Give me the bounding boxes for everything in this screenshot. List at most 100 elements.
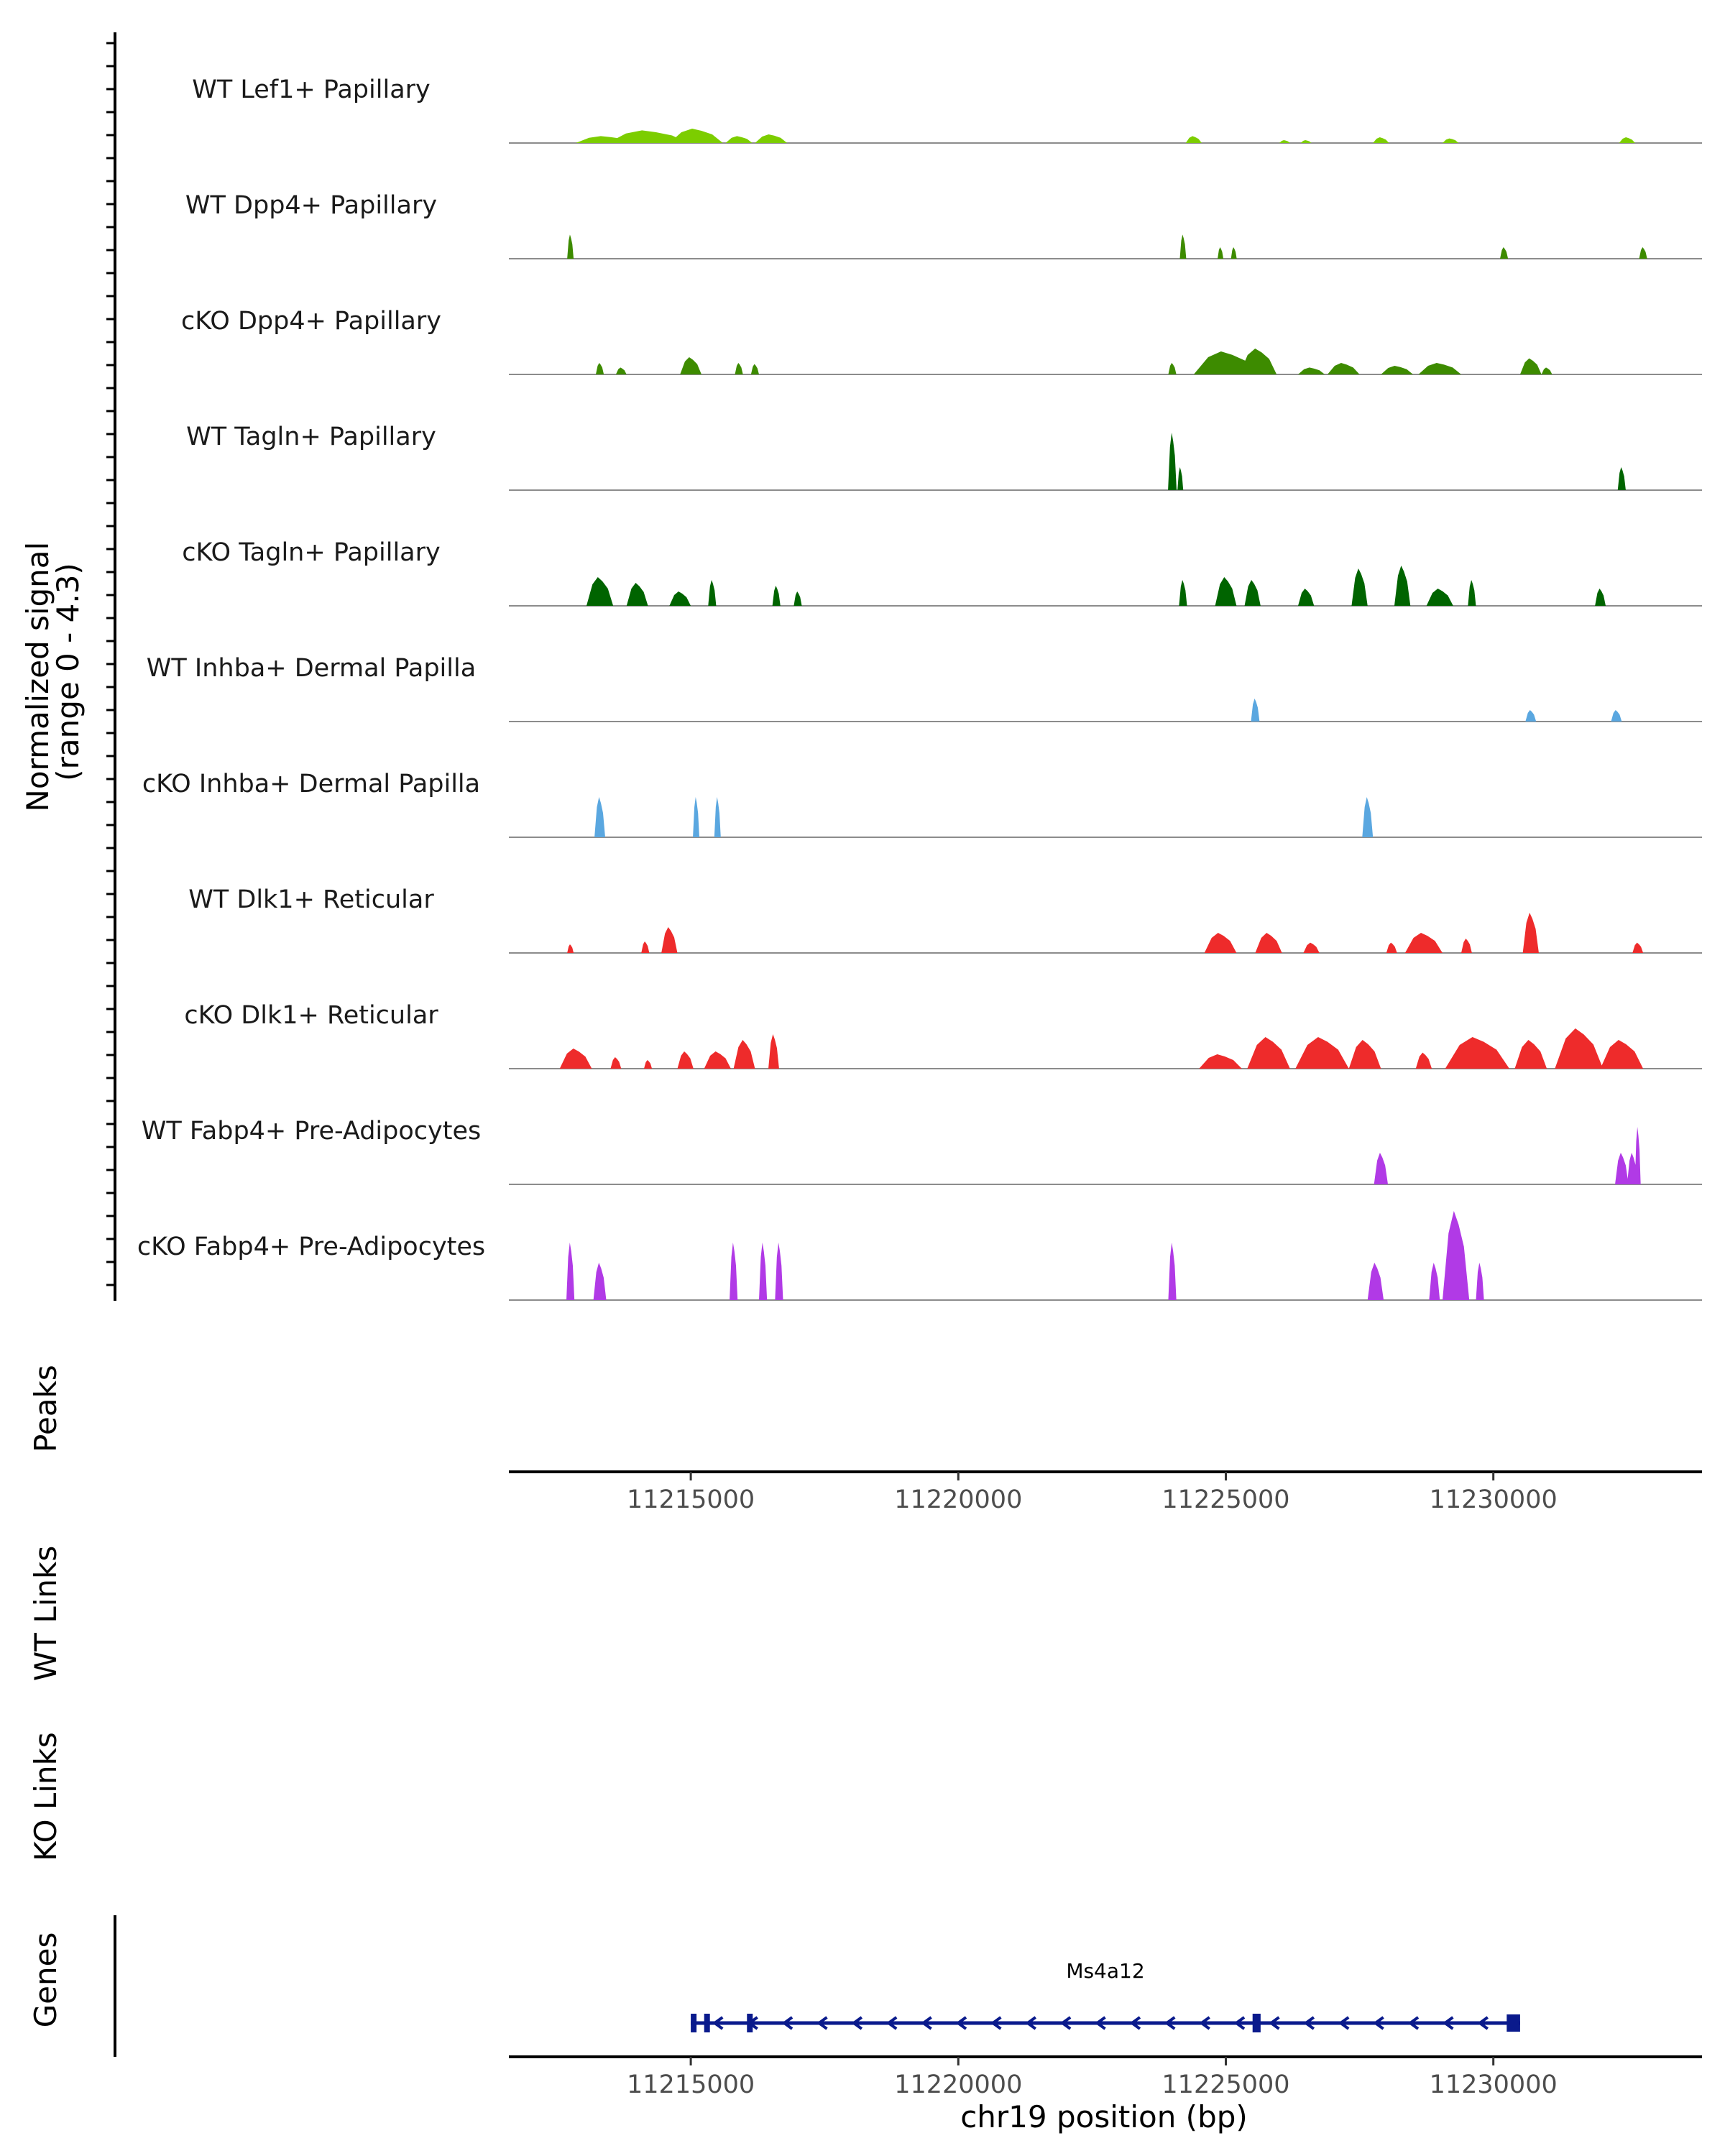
signal-peak bbox=[567, 234, 574, 259]
signal-peak bbox=[1476, 1263, 1484, 1300]
x-tick-label: 11220000 bbox=[894, 2070, 1022, 2099]
strand-arrow bbox=[1373, 2016, 1384, 2030]
x-tick-label: 11230000 bbox=[1430, 1485, 1558, 1514]
signal-peak bbox=[750, 364, 760, 374]
signal-peak bbox=[730, 1243, 738, 1300]
track-label: WT Dlk1+ Reticular bbox=[188, 885, 434, 914]
signal-peak bbox=[1367, 1263, 1384, 1300]
signal-peak bbox=[1381, 366, 1414, 374]
signal-peak bbox=[1522, 913, 1539, 953]
strand-arrow bbox=[1025, 2016, 1036, 2030]
signal-peak bbox=[1418, 363, 1462, 374]
strand-arrow bbox=[1059, 2016, 1072, 2030]
signal-peak bbox=[1634, 1127, 1641, 1184]
signal-peak bbox=[626, 583, 648, 606]
signal-peak bbox=[1218, 247, 1224, 259]
gene-exon bbox=[704, 2014, 710, 2032]
signal-peak bbox=[714, 797, 721, 837]
signal-peak bbox=[1617, 467, 1626, 490]
signal-peak bbox=[1239, 349, 1277, 374]
signal-peak bbox=[1297, 589, 1315, 606]
signal-peak bbox=[1611, 710, 1622, 722]
signal-peak bbox=[704, 1051, 731, 1069]
signal-peak bbox=[643, 1060, 653, 1069]
track-3: WT Tagln+ Papillary bbox=[186, 423, 1702, 491]
strand-arrow bbox=[1269, 2016, 1280, 2030]
signal-peak bbox=[1519, 358, 1542, 374]
strand-arrow bbox=[886, 2016, 898, 2030]
track-6: cKO Inhba+ Dermal Papilla bbox=[142, 770, 1702, 838]
signal-peak bbox=[725, 136, 753, 143]
signal-peak bbox=[1199, 1054, 1242, 1069]
track-4: cKO Tagln+ Papillary bbox=[182, 538, 1702, 607]
strand-arrow bbox=[990, 2016, 1002, 2030]
signal-axis-title-line2: (range 0 - 4.3) bbox=[50, 563, 86, 781]
signal-peak bbox=[1445, 1037, 1510, 1069]
signal-peak bbox=[1373, 137, 1389, 143]
signal-peak bbox=[661, 927, 678, 953]
signal-peak bbox=[593, 1263, 607, 1300]
signal-peak bbox=[559, 1049, 592, 1069]
signal-peak bbox=[1168, 1243, 1177, 1300]
signal-peak bbox=[1426, 589, 1453, 606]
signal-axis-title: Normalized signal (range 0 - 4.3) bbox=[20, 532, 86, 811]
signal-peak bbox=[669, 129, 723, 143]
strand-arrow bbox=[1338, 2016, 1350, 2030]
signal-peak bbox=[1255, 933, 1282, 953]
strand-arrow bbox=[955, 2016, 967, 2030]
signal-peak bbox=[1303, 942, 1320, 953]
strand-arrow bbox=[1443, 2016, 1454, 2030]
signal-peak bbox=[669, 591, 691, 606]
signal-peak bbox=[1244, 580, 1261, 606]
signal-peak bbox=[1279, 140, 1290, 143]
x-axis-lower: 11215000 11220000 11225000 11230000 bbox=[509, 2055, 1702, 2099]
signal-peak bbox=[1404, 933, 1443, 953]
signal-peak bbox=[1632, 942, 1644, 953]
signal-peak bbox=[1179, 234, 1187, 259]
signal-peak bbox=[733, 1040, 755, 1069]
signal-peak bbox=[1555, 1028, 1604, 1069]
signal-peak bbox=[1415, 1052, 1432, 1069]
track-2: cKO Dpp4+ Papillary bbox=[181, 307, 1702, 375]
strand-arrow bbox=[781, 2016, 794, 2030]
gene-exon bbox=[747, 2014, 753, 2032]
signal-peak bbox=[567, 944, 574, 953]
signal-peak bbox=[1394, 566, 1411, 606]
signal-peak bbox=[1499, 247, 1509, 259]
track-label: WT Dpp4+ Papillary bbox=[185, 191, 437, 220]
signal-peak bbox=[586, 577, 614, 606]
strand-arrow bbox=[1303, 2016, 1315, 2030]
signal-peak bbox=[1639, 247, 1647, 259]
x-tick-label: 11230000 bbox=[1430, 2070, 1558, 2099]
strand-arrow bbox=[1407, 2016, 1420, 2030]
signal-peak bbox=[1468, 580, 1476, 606]
gene-exon bbox=[1252, 2014, 1261, 2032]
signal-peak bbox=[1168, 433, 1177, 490]
signal-peak bbox=[1600, 1040, 1644, 1069]
x-axis-upper: 11215000 11220000 11225000 11230000 bbox=[509, 1470, 1702, 1514]
track-label: cKO Fabp4+ Pre-Adipocytes bbox=[137, 1233, 485, 1261]
signal-peak bbox=[1348, 1040, 1381, 1069]
signal-peak bbox=[1595, 589, 1606, 606]
signal-peak bbox=[1297, 367, 1325, 374]
signal-peak bbox=[1185, 136, 1202, 143]
signal-peak bbox=[735, 363, 743, 374]
genes-track-label: Genes bbox=[28, 1932, 63, 2028]
strand-arrow bbox=[1477, 2016, 1489, 2030]
track-0: WT Lef1+ Papillary bbox=[192, 75, 1702, 144]
signal-peak bbox=[1541, 367, 1552, 374]
signal-axis bbox=[106, 32, 116, 1301]
track-label: WT Inhba+ Dermal Papilla bbox=[147, 654, 476, 683]
track-7: WT Dlk1+ Reticular bbox=[188, 885, 1702, 954]
wt-links-track-label: WT Links bbox=[28, 1546, 63, 1681]
peaks-track-label: Peaks bbox=[28, 1365, 63, 1452]
x-tick-label: 11220000 bbox=[894, 1485, 1022, 1514]
signal-peak bbox=[755, 134, 788, 143]
track-1: WT Dpp4+ Papillary bbox=[185, 191, 1702, 259]
signal-peak bbox=[1230, 247, 1237, 259]
signal-peak bbox=[1247, 1037, 1290, 1069]
signal-peak bbox=[677, 1051, 694, 1069]
track-label: cKO Dpp4+ Papillary bbox=[181, 307, 441, 336]
x-tick-label: 11215000 bbox=[627, 1485, 755, 1514]
